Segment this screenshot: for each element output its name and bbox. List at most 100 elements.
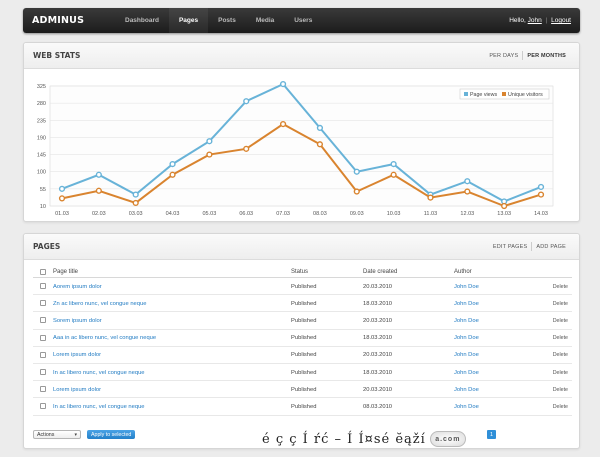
web-stats-header: WEB STATS PER DAYS PER MONTHS bbox=[24, 43, 579, 69]
data-point bbox=[95, 171, 102, 178]
page-title-link[interactable]: Aaa in ac libero nunc, vel congue neque bbox=[53, 335, 157, 342]
row-checkbox[interactable] bbox=[40, 317, 46, 324]
watermark-text: é ç ç Í ŕć – Í Í¤sé ĕąží bbox=[262, 431, 426, 447]
row-checkbox[interactable] bbox=[40, 334, 46, 341]
per-days-button[interactable]: PER DAYS bbox=[489, 52, 519, 59]
data-point bbox=[279, 120, 287, 128]
greeting-text: Hello, bbox=[509, 17, 526, 24]
author-link[interactable]: John Doe bbox=[454, 403, 479, 410]
user-name-link[interactable]: John bbox=[527, 17, 542, 24]
row-checkbox[interactable] bbox=[40, 283, 46, 290]
page-title-link[interactable]: Sorem ipsum dolor bbox=[53, 317, 102, 324]
bulk-action-select[interactable]: Actions ▾ bbox=[33, 430, 81, 439]
delete-button[interactable]: Delete bbox=[552, 369, 568, 376]
logout-link[interactable]: Logout bbox=[551, 17, 571, 24]
data-point bbox=[206, 138, 213, 145]
x-tick-label: 14.03 bbox=[534, 211, 548, 217]
edit-pages-button[interactable]: EDIT PAGES bbox=[492, 243, 528, 250]
date-text: 18.03.2010 bbox=[363, 300, 393, 307]
table-row: Zn ac libero nunc, vel congue neque Publ… bbox=[33, 295, 572, 313]
bulk-action-value: Actions bbox=[37, 431, 55, 438]
data-point bbox=[58, 195, 66, 202]
pagination: 1 bbox=[487, 430, 496, 439]
author-link[interactable]: John Doe bbox=[454, 300, 479, 307]
data-point bbox=[95, 187, 102, 194]
page-title-link[interactable]: In ac libero nunc, vel congue neque bbox=[53, 403, 145, 410]
delete-button[interactable]: Delete bbox=[552, 386, 568, 393]
web-stats-title: WEB STATS bbox=[33, 51, 81, 60]
page-title-link[interactable]: Zn ac libero nunc, vel congue neque bbox=[53, 300, 147, 307]
delete-button[interactable]: Delete bbox=[552, 300, 568, 307]
bulk-actions: Actions ▾ Apply to selected bbox=[33, 430, 136, 439]
web-stats-toggle: PER DAYS PER MONTHS bbox=[485, 51, 570, 60]
chevron-down-icon: ▾ bbox=[74, 432, 77, 438]
y-tick-label: 190 bbox=[37, 135, 46, 141]
author-link[interactable]: John Doe bbox=[454, 369, 479, 376]
data-point bbox=[390, 160, 397, 168]
page-title-link[interactable]: Lorem ipsum dolor bbox=[53, 386, 102, 393]
watermark: é ç ç Í ŕć – Í Í¤sé ĕąží a.com bbox=[262, 431, 466, 447]
delete-button[interactable]: Delete bbox=[552, 335, 568, 342]
pages-table: Page title Status Date created Author Ao… bbox=[33, 268, 572, 416]
nav-media[interactable]: Media bbox=[255, 17, 275, 24]
author-link[interactable]: John Doe bbox=[454, 317, 479, 324]
brand-logo[interactable]: ADMINUS bbox=[32, 15, 85, 26]
data-point bbox=[243, 98, 250, 105]
action-divider bbox=[531, 242, 533, 251]
column-date-created[interactable]: Date created bbox=[363, 269, 398, 275]
top-navigation-bar: ADMINUS Dashboard Pages Posts Media User… bbox=[23, 8, 580, 33]
select-all-checkbox[interactable] bbox=[40, 269, 46, 275]
author-link[interactable]: John Doe bbox=[454, 335, 479, 342]
row-checkbox[interactable] bbox=[40, 386, 46, 393]
column-author[interactable]: Author bbox=[454, 269, 472, 275]
row-checkbox[interactable] bbox=[40, 369, 46, 376]
author-link[interactable]: John Doe bbox=[454, 283, 479, 290]
legend-label: Unique visitors bbox=[508, 92, 543, 98]
page-title-link[interactable]: Lorem ipsum dolor bbox=[53, 352, 102, 359]
pages-title: PAGES bbox=[33, 242, 61, 251]
row-checkbox[interactable] bbox=[40, 300, 46, 307]
x-tick-label: 01.03 bbox=[55, 211, 69, 217]
data-point bbox=[427, 194, 434, 201]
apply-to-selected-button[interactable]: Apply to selected bbox=[87, 430, 136, 439]
table-row: In ac libero nunc, vel congue neque Publ… bbox=[33, 398, 572, 416]
table-row: In ac libero nunc, vel congue neque Publ… bbox=[33, 364, 572, 382]
per-months-button[interactable]: PER MONTHS bbox=[527, 52, 566, 59]
data-point bbox=[537, 191, 545, 198]
page-number-button[interactable]: 1 bbox=[487, 430, 496, 439]
y-tick-label: 325 bbox=[37, 84, 46, 90]
date-text: 20.03.2010 bbox=[363, 352, 393, 359]
nav-users[interactable]: Users bbox=[294, 17, 313, 24]
author-link[interactable]: John Doe bbox=[454, 352, 479, 359]
web-stats-line-chart: 10 55 100 145 190 235 280 325 01.03 02.03 03.03 04.… bbox=[37, 80, 554, 217]
legend-swatch bbox=[502, 92, 506, 96]
nav-pages[interactable]: Pages bbox=[168, 8, 209, 33]
nav-posts[interactable]: Posts bbox=[218, 17, 236, 24]
data-point bbox=[464, 178, 471, 185]
delete-button[interactable]: Delete bbox=[552, 352, 568, 359]
status-text: Published bbox=[291, 369, 317, 376]
row-checkbox[interactable] bbox=[40, 351, 46, 358]
nav-dashboard[interactable]: Dashboard bbox=[125, 17, 159, 24]
data-point bbox=[243, 145, 250, 152]
row-select-cell bbox=[33, 386, 53, 393]
column-page-title[interactable]: Page title bbox=[53, 269, 79, 275]
page-title-link[interactable]: In ac libero nunc, vel congue neque bbox=[53, 369, 145, 376]
data-point bbox=[132, 199, 139, 207]
column-status[interactable]: Status bbox=[291, 269, 309, 275]
delete-button[interactable]: Delete bbox=[552, 283, 568, 290]
data-point bbox=[353, 188, 360, 195]
delete-button[interactable]: Delete bbox=[552, 317, 568, 324]
row-checkbox[interactable] bbox=[40, 403, 46, 410]
x-tick-label: 07.03 bbox=[276, 211, 290, 217]
y-tick-label: 280 bbox=[37, 101, 46, 107]
author-link[interactable]: John Doe bbox=[454, 386, 479, 393]
status-text: Published bbox=[291, 352, 317, 359]
delete-button[interactable]: Delete bbox=[552, 403, 568, 410]
user-box: Hello, John | Logout bbox=[509, 17, 580, 24]
x-tick-label: 02.03 bbox=[92, 211, 106, 217]
date-text: 20.03.2010 bbox=[363, 317, 393, 324]
add-page-button[interactable]: ADD PAGE bbox=[536, 243, 566, 250]
table-header-row: Page title Status Date created Author bbox=[33, 268, 572, 278]
page-title-link[interactable]: Aorem ipsum dolor bbox=[53, 283, 102, 290]
